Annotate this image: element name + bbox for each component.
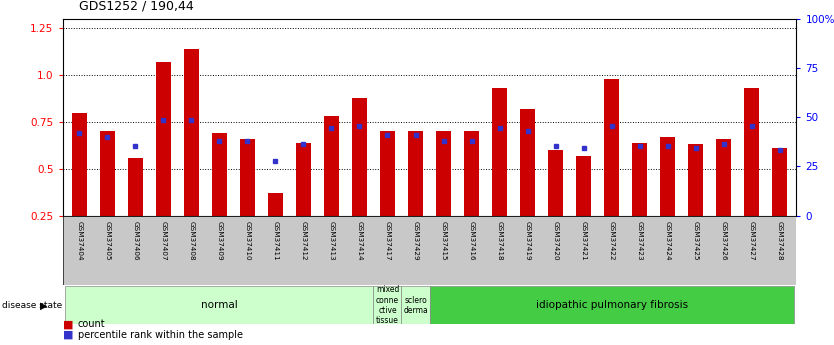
- Bar: [772, 148, 787, 263]
- Text: GSM37416: GSM37416: [469, 221, 475, 261]
- Text: GSM37424: GSM37424: [665, 221, 671, 261]
- Text: GDS1252 / 190,44: GDS1252 / 190,44: [79, 0, 194, 12]
- Text: percentile rank within the sample: percentile rank within the sample: [78, 330, 243, 340]
- Text: disease state: disease state: [2, 301, 62, 310]
- Bar: [660, 137, 676, 263]
- Text: GSM37405: GSM37405: [104, 221, 110, 261]
- Bar: [520, 109, 535, 263]
- Bar: [352, 98, 367, 263]
- Bar: [239, 139, 255, 263]
- Text: GSM37419: GSM37419: [525, 221, 530, 261]
- Bar: [604, 79, 620, 263]
- Text: GSM37412: GSM37412: [300, 221, 306, 261]
- Bar: [374, 286, 401, 324]
- Text: normal: normal: [201, 300, 238, 310]
- Bar: [464, 131, 480, 263]
- Bar: [324, 116, 339, 263]
- Text: ■: ■: [63, 330, 73, 340]
- Text: GSM37414: GSM37414: [356, 221, 363, 261]
- Text: count: count: [78, 319, 105, 329]
- Bar: [156, 62, 171, 263]
- Text: GSM37422: GSM37422: [609, 221, 615, 261]
- Text: GSM37404: GSM37404: [77, 221, 83, 261]
- Text: GSM37407: GSM37407: [160, 221, 167, 261]
- Bar: [744, 88, 759, 263]
- Text: GSM37428: GSM37428: [776, 221, 782, 261]
- Bar: [688, 145, 703, 263]
- Bar: [408, 131, 423, 263]
- Text: GSM37406: GSM37406: [133, 221, 138, 261]
- Text: GSM37427: GSM37427: [749, 221, 755, 261]
- Bar: [63, 216, 796, 285]
- Bar: [492, 88, 507, 263]
- Bar: [183, 49, 199, 263]
- Text: ▶: ▶: [40, 300, 48, 310]
- Text: GSM37409: GSM37409: [216, 221, 223, 261]
- Bar: [379, 131, 395, 263]
- Bar: [296, 142, 311, 263]
- Text: GSM37420: GSM37420: [553, 221, 559, 261]
- Bar: [65, 286, 374, 324]
- Text: GSM37425: GSM37425: [692, 221, 699, 261]
- Text: GSM37418: GSM37418: [496, 221, 503, 261]
- Text: idiopathic pulmonary fibrosis: idiopathic pulmonary fibrosis: [535, 300, 688, 310]
- Bar: [716, 139, 731, 263]
- Text: GSM37417: GSM37417: [384, 221, 390, 261]
- Text: GSM37429: GSM37429: [413, 221, 419, 261]
- Text: sclero
derma: sclero derma: [403, 296, 428, 315]
- Text: GSM37411: GSM37411: [273, 221, 279, 261]
- Text: mixed
conne
ctive
tissue: mixed conne ctive tissue: [376, 285, 399, 325]
- Bar: [430, 286, 794, 324]
- Bar: [72, 112, 87, 263]
- Bar: [212, 133, 227, 263]
- Bar: [100, 131, 115, 263]
- Bar: [436, 131, 451, 263]
- Bar: [632, 142, 647, 263]
- Text: GSM37408: GSM37408: [188, 221, 194, 261]
- Text: GSM37426: GSM37426: [721, 221, 726, 261]
- Bar: [401, 286, 430, 324]
- Bar: [548, 150, 563, 263]
- Text: GSM37413: GSM37413: [329, 221, 334, 261]
- Text: GSM37410: GSM37410: [244, 221, 250, 261]
- Text: GSM37415: GSM37415: [440, 221, 446, 261]
- Bar: [268, 193, 284, 263]
- Bar: [128, 158, 143, 263]
- Text: ■: ■: [63, 319, 73, 329]
- Bar: [575, 156, 591, 263]
- Text: GSM37423: GSM37423: [636, 221, 643, 261]
- Text: GSM37421: GSM37421: [580, 221, 586, 261]
